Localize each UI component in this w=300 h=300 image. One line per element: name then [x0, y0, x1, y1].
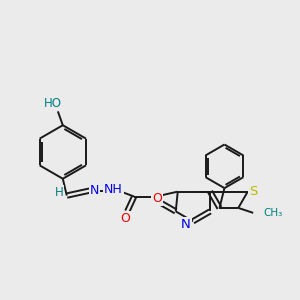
Text: HO: HO — [44, 97, 62, 110]
Text: NH: NH — [104, 183, 123, 196]
Text: O: O — [120, 212, 130, 225]
Text: H: H — [55, 186, 63, 199]
Text: S: S — [250, 185, 258, 198]
Text: CH₃: CH₃ — [263, 208, 282, 218]
Text: N: N — [181, 218, 191, 231]
Text: N: N — [90, 184, 99, 197]
Text: O: O — [152, 192, 162, 205]
